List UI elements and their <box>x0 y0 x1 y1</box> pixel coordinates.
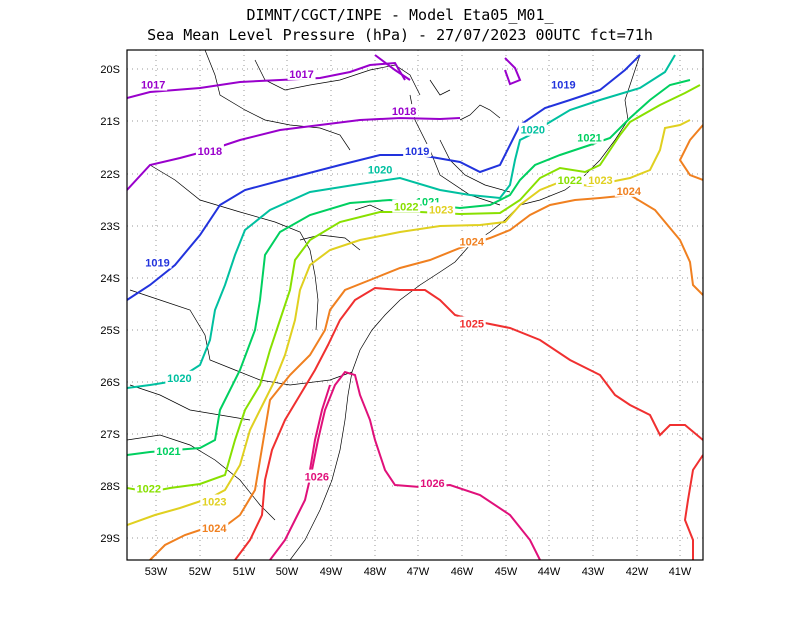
isobar-label-bg <box>427 202 456 216</box>
isobar-1018 <box>127 116 461 191</box>
isobar-label-bg <box>139 77 168 91</box>
longitude-axis: 53W 52W 51W 50W 49W 48W 47W 46W 45W 44W … <box>145 566 692 578</box>
lon-label: 48W <box>364 566 387 578</box>
lat-label: 20S <box>100 64 120 76</box>
isobar-1023 <box>127 119 691 526</box>
isobar-label-bg <box>195 143 224 157</box>
isobar-label: 1023 <box>588 175 612 187</box>
isobar-label: 1020 <box>368 165 392 177</box>
lon-label: 47W <box>407 566 430 578</box>
isobar-label: 1018 <box>392 106 416 118</box>
isobar-label: 1019 <box>551 80 575 92</box>
lat-label: 21S <box>100 116 120 128</box>
isobar-label: 1019 <box>405 146 429 158</box>
isobar-label-bg <box>403 143 432 157</box>
lon-label: 41W <box>669 566 692 578</box>
isobar-1017b <box>374 54 411 81</box>
lat-label: 27S <box>100 429 120 441</box>
lat-label: 26S <box>100 377 120 389</box>
isobar-label-bg <box>200 494 229 508</box>
lat-label: 24S <box>100 273 120 285</box>
isobar-1026b <box>309 384 331 471</box>
isobar-label-bg <box>390 104 419 118</box>
isobar-label: 1021 <box>156 446 180 458</box>
lon-label: 46W <box>451 566 474 578</box>
isobar-1024 <box>149 193 703 560</box>
isobar-1025b <box>683 454 703 560</box>
lon-label: 52W <box>189 566 212 578</box>
isobar-label: 1026 <box>420 478 444 490</box>
isobar-1020 <box>127 54 676 389</box>
isobar-label: 1024 <box>459 236 484 248</box>
isobar-label-bg <box>614 183 643 197</box>
lat-label: 23S <box>100 221 120 233</box>
isobar-label-bg <box>143 255 172 269</box>
map-frame <box>126 49 704 561</box>
isobar-label: 1022 <box>394 202 418 214</box>
lat-lon-grid <box>127 50 703 560</box>
isobar-label: 1020 <box>521 125 545 137</box>
lat-label: 22S <box>100 169 120 181</box>
isobar-labels: 1017 1017 1018 1018 1019 1019 1019 1020 1020 1020… <box>134 66 643 535</box>
isobar-label: 1023 <box>429 204 453 216</box>
isobar-label: 1017 <box>289 69 313 81</box>
isobar-label-bg <box>555 173 584 187</box>
lon-label: 50W <box>276 566 299 578</box>
isobar-label: 1025 <box>459 319 483 331</box>
isobar-label-bg <box>366 162 395 176</box>
isobar-1024b <box>678 124 703 181</box>
chart-title: DIMNT/CGCT/INPE - Model Eta05_M01_ <box>246 6 554 24</box>
isobar-label: 1019 <box>145 258 169 270</box>
lon-label: 44W <box>538 566 561 578</box>
isobar-label: 1020 <box>167 373 191 385</box>
isobar-1021 <box>127 79 691 456</box>
coastline <box>289 54 641 560</box>
isobar-label-bg <box>200 521 229 535</box>
isobar-label-bg <box>302 469 331 483</box>
isobar-label-bg <box>575 130 604 144</box>
isobar-label-bg <box>457 316 486 330</box>
isobar-label-bg <box>586 173 615 187</box>
isobar-1017 <box>127 61 406 99</box>
lon-label: 51W <box>233 566 256 578</box>
isobar-label: 1022 <box>137 483 161 495</box>
isobar-label: 1023 <box>202 497 226 509</box>
isobar-1022 <box>127 84 701 494</box>
isobar-1017c <box>504 57 522 86</box>
lon-label: 49W <box>320 566 343 578</box>
isobar-label: 1022 <box>558 175 582 187</box>
isobar-label: 1018 <box>198 146 222 158</box>
lon-label: 42W <box>626 566 649 578</box>
isobar-label-bg <box>418 475 447 489</box>
isobar-label-bg <box>134 481 163 495</box>
isobar-label: 1017 <box>141 80 165 92</box>
isobar-1026 <box>269 370 541 560</box>
isobar-label-bg <box>392 199 421 213</box>
isobar-label: 1021 <box>577 133 601 145</box>
isobar-label: 1026 <box>305 472 329 484</box>
lon-label: 45W <box>495 566 518 578</box>
isobar-label-bg <box>518 122 547 136</box>
latitude-axis: 20S 21S 22S 23S 24S 25S 26S 27S 28S 29S <box>100 64 120 545</box>
lon-label: 53W <box>145 566 168 578</box>
isobar-label-bg <box>287 66 316 80</box>
isobar-label-bg <box>154 444 183 458</box>
isobar-label: 1024 <box>617 186 642 198</box>
isobar-label-bg <box>549 77 578 91</box>
isobar-1025 <box>234 286 703 560</box>
isobar-label-bg <box>165 370 194 384</box>
lat-label: 29S <box>100 533 120 545</box>
isobar-label-bg <box>457 234 486 248</box>
chart-subtitle: Sea Mean Level Pressure (hPa) - 27/07/20… <box>147 26 653 44</box>
lon-label: 43W <box>582 566 605 578</box>
isobar-lines <box>127 54 703 560</box>
lat-label: 28S <box>100 481 120 493</box>
isobar-label: 1024 <box>202 523 227 535</box>
lat-label: 25S <box>100 325 120 337</box>
